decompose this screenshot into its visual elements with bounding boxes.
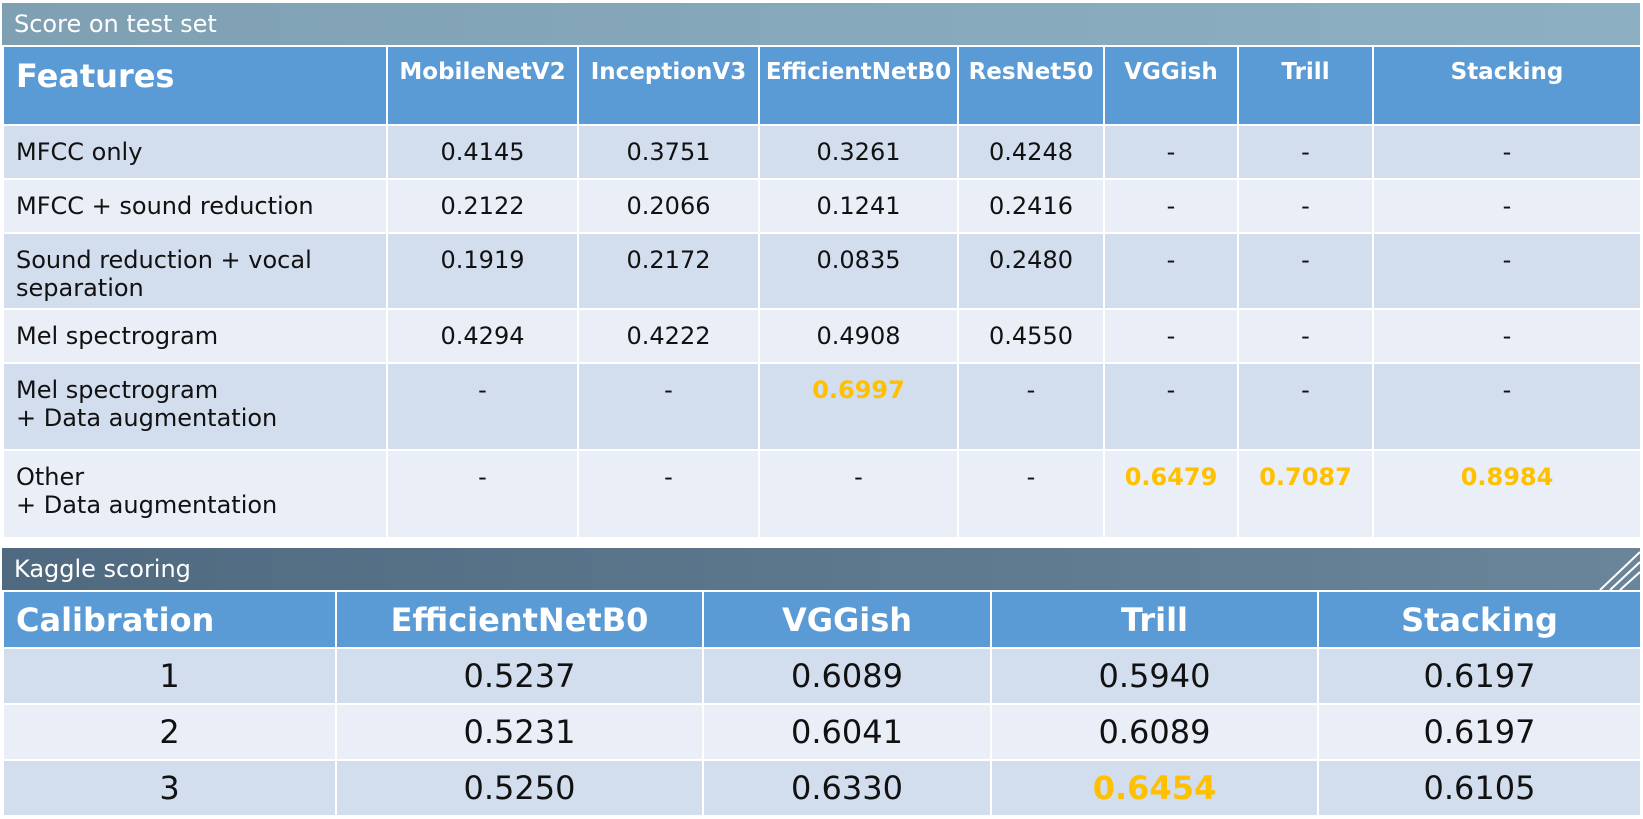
score-cell: 0.2416 [957, 178, 1105, 234]
score-cell: 0.2480 [957, 232, 1105, 310]
score-cell: - [1237, 308, 1374, 364]
calibration-cell: 3 [2, 759, 337, 817]
table-row: 1 0.5237 0.6089 0.5940 0.6197 [2, 647, 1642, 705]
score-cell: 0.4145 [386, 124, 579, 180]
score-cell-highlight: 0.6479 [1103, 449, 1239, 539]
score-cell: - [1372, 178, 1642, 234]
score-cell: 0.6105 [1317, 759, 1642, 817]
score-cell: - [577, 449, 760, 539]
feature-label: Mel spectrogram + Data augmentation [2, 362, 388, 451]
col-header-features: Features [2, 45, 388, 126]
section-title-kaggle-text: Kaggle scoring [14, 555, 191, 583]
score-cell: - [1103, 362, 1239, 451]
col-header-trill: Trill [1237, 45, 1374, 126]
feature-label: Other + Data augmentation [2, 449, 388, 539]
col-header-resnet50: ResNet50 [957, 45, 1105, 126]
feature-label-line: + Data augmentation [16, 404, 278, 432]
table-row: MFCC + sound reduction 0.2122 0.2066 0.1… [2, 178, 1642, 234]
score-cell: - [1372, 362, 1642, 451]
col-header-trill: Trill [990, 590, 1319, 649]
score-cell: - [758, 449, 959, 539]
feature-label-line: Mel spectrogram [16, 376, 219, 404]
table-row: 2 0.5231 0.6041 0.6089 0.6197 [2, 703, 1642, 761]
score-cell: 0.1919 [386, 232, 579, 310]
feature-label: Mel spectrogram [2, 308, 388, 364]
score-cell: 0.6089 [702, 647, 992, 705]
kaggle-header-row: Calibration EfficientNetB0 VGGish Trill … [2, 590, 1642, 649]
score-cell: 0.5250 [335, 759, 704, 817]
col-header-efficientnetb0: EfficientNetB0 [335, 590, 704, 649]
score-cell: 0.5231 [335, 703, 704, 761]
col-header-efficientnetb0: EfficientNetB0 [758, 45, 959, 126]
score-cell: 0.4294 [386, 308, 579, 364]
score-cell: - [1103, 124, 1239, 180]
score-cell: 0.4248 [957, 124, 1105, 180]
score-cell: 0.1241 [758, 178, 959, 234]
score-cell: 0.6197 [1317, 703, 1642, 761]
score-cell: - [1237, 232, 1374, 310]
score-cell: 0.4908 [758, 308, 959, 364]
score-cell: 0.3751 [577, 124, 760, 180]
score-cell: 0.6330 [702, 759, 992, 817]
col-header-stacking: Stacking [1372, 45, 1642, 126]
section-title-test-set-text: Score on test set [14, 10, 217, 38]
score-cell-highlight: 0.8984 [1372, 449, 1642, 539]
score-cell: - [1103, 308, 1239, 364]
score-cell: - [1372, 124, 1642, 180]
score-cell: 0.2122 [386, 178, 579, 234]
score-cell: - [386, 362, 579, 451]
section-title-kaggle: Kaggle scoring [2, 548, 1640, 590]
table-row: MFCC only 0.4145 0.3751 0.3261 0.4248 - … [2, 124, 1642, 180]
feature-label-line: Other [16, 463, 85, 491]
score-cell: 0.2172 [577, 232, 760, 310]
score-cell: 0.6041 [702, 703, 992, 761]
score-cell: 0.0835 [758, 232, 959, 310]
calibration-cell: 2 [2, 703, 337, 761]
score-cell: - [1237, 124, 1374, 180]
corner-stripes-icon [1599, 551, 1640, 590]
score-cell-highlight: 0.6454 [990, 759, 1319, 817]
kaggle-score-table: Calibration EfficientNetB0 VGGish Trill … [2, 590, 1642, 817]
feature-label: MFCC only [2, 124, 388, 180]
score-cell: 0.4222 [577, 308, 760, 364]
score-cell: - [1372, 232, 1642, 310]
feature-label: MFCC + sound reduction [2, 178, 388, 234]
feature-label: Sound reduction + vocal separation [2, 232, 388, 310]
score-cell: 0.6197 [1317, 647, 1642, 705]
table-row: 3 0.5250 0.6330 0.6454 0.6105 [2, 759, 1642, 817]
score-cell: - [386, 449, 579, 539]
col-header-calibration: Calibration [2, 590, 337, 649]
col-header-vggish: VGGish [702, 590, 992, 649]
score-cell: 0.5237 [335, 647, 704, 705]
score-cell: 0.6089 [990, 703, 1319, 761]
score-cell: 0.5940 [990, 647, 1319, 705]
score-cell: - [957, 449, 1105, 539]
test-set-header-row: Features MobileNetV2 InceptionV3 Efficie… [2, 45, 1642, 126]
table-row: Mel spectrogram 0.4294 0.4222 0.4908 0.4… [2, 308, 1642, 364]
test-set-score-table: Features MobileNetV2 InceptionV3 Efficie… [2, 45, 1642, 539]
score-cell: - [1237, 362, 1374, 451]
col-header-stacking: Stacking [1317, 590, 1642, 649]
score-cell: 0.4550 [957, 308, 1105, 364]
score-cell: - [1103, 232, 1239, 310]
score-cell: - [957, 362, 1105, 451]
score-cell: 0.2066 [577, 178, 760, 234]
score-cell-highlight: 0.7087 [1237, 449, 1374, 539]
feature-label-line: + Data augmentation [16, 491, 278, 519]
table-row: Mel spectrogram + Data augmentation - - … [2, 362, 1642, 451]
score-cell: - [1103, 178, 1239, 234]
col-header-mobilenetv2: MobileNetV2 [386, 45, 579, 126]
score-cell: - [577, 362, 760, 451]
col-header-inceptionv3: InceptionV3 [577, 45, 760, 126]
col-header-vggish: VGGish [1103, 45, 1239, 126]
score-cell: - [1372, 308, 1642, 364]
section-title-test-set: Score on test set [2, 3, 1640, 45]
calibration-cell: 1 [2, 647, 337, 705]
score-cell: - [1237, 178, 1374, 234]
table-row: Sound reduction + vocal separation 0.191… [2, 232, 1642, 310]
score-cell-highlight: 0.6997 [758, 362, 959, 451]
table-row: Other + Data augmentation - - - - 0.6479… [2, 449, 1642, 539]
score-cell: 0.3261 [758, 124, 959, 180]
